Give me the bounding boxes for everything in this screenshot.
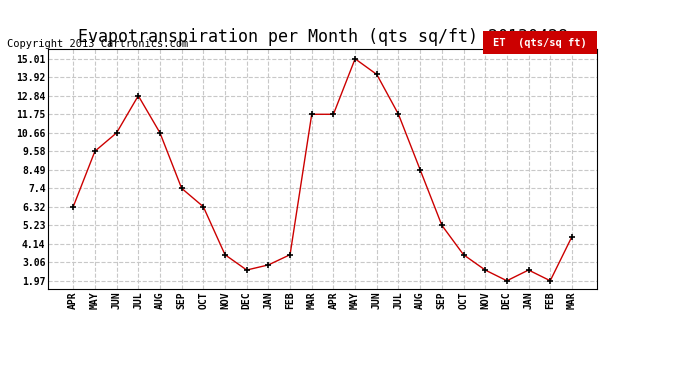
Text: ET  (qts/sq ft): ET (qts/sq ft)	[493, 38, 586, 48]
Title: Evapotranspiration per Month (qts sq/ft) 20130428: Evapotranspiration per Month (qts sq/ft)…	[77, 28, 568, 46]
Text: Copyright 2013 Cartronics.com: Copyright 2013 Cartronics.com	[7, 39, 188, 50]
